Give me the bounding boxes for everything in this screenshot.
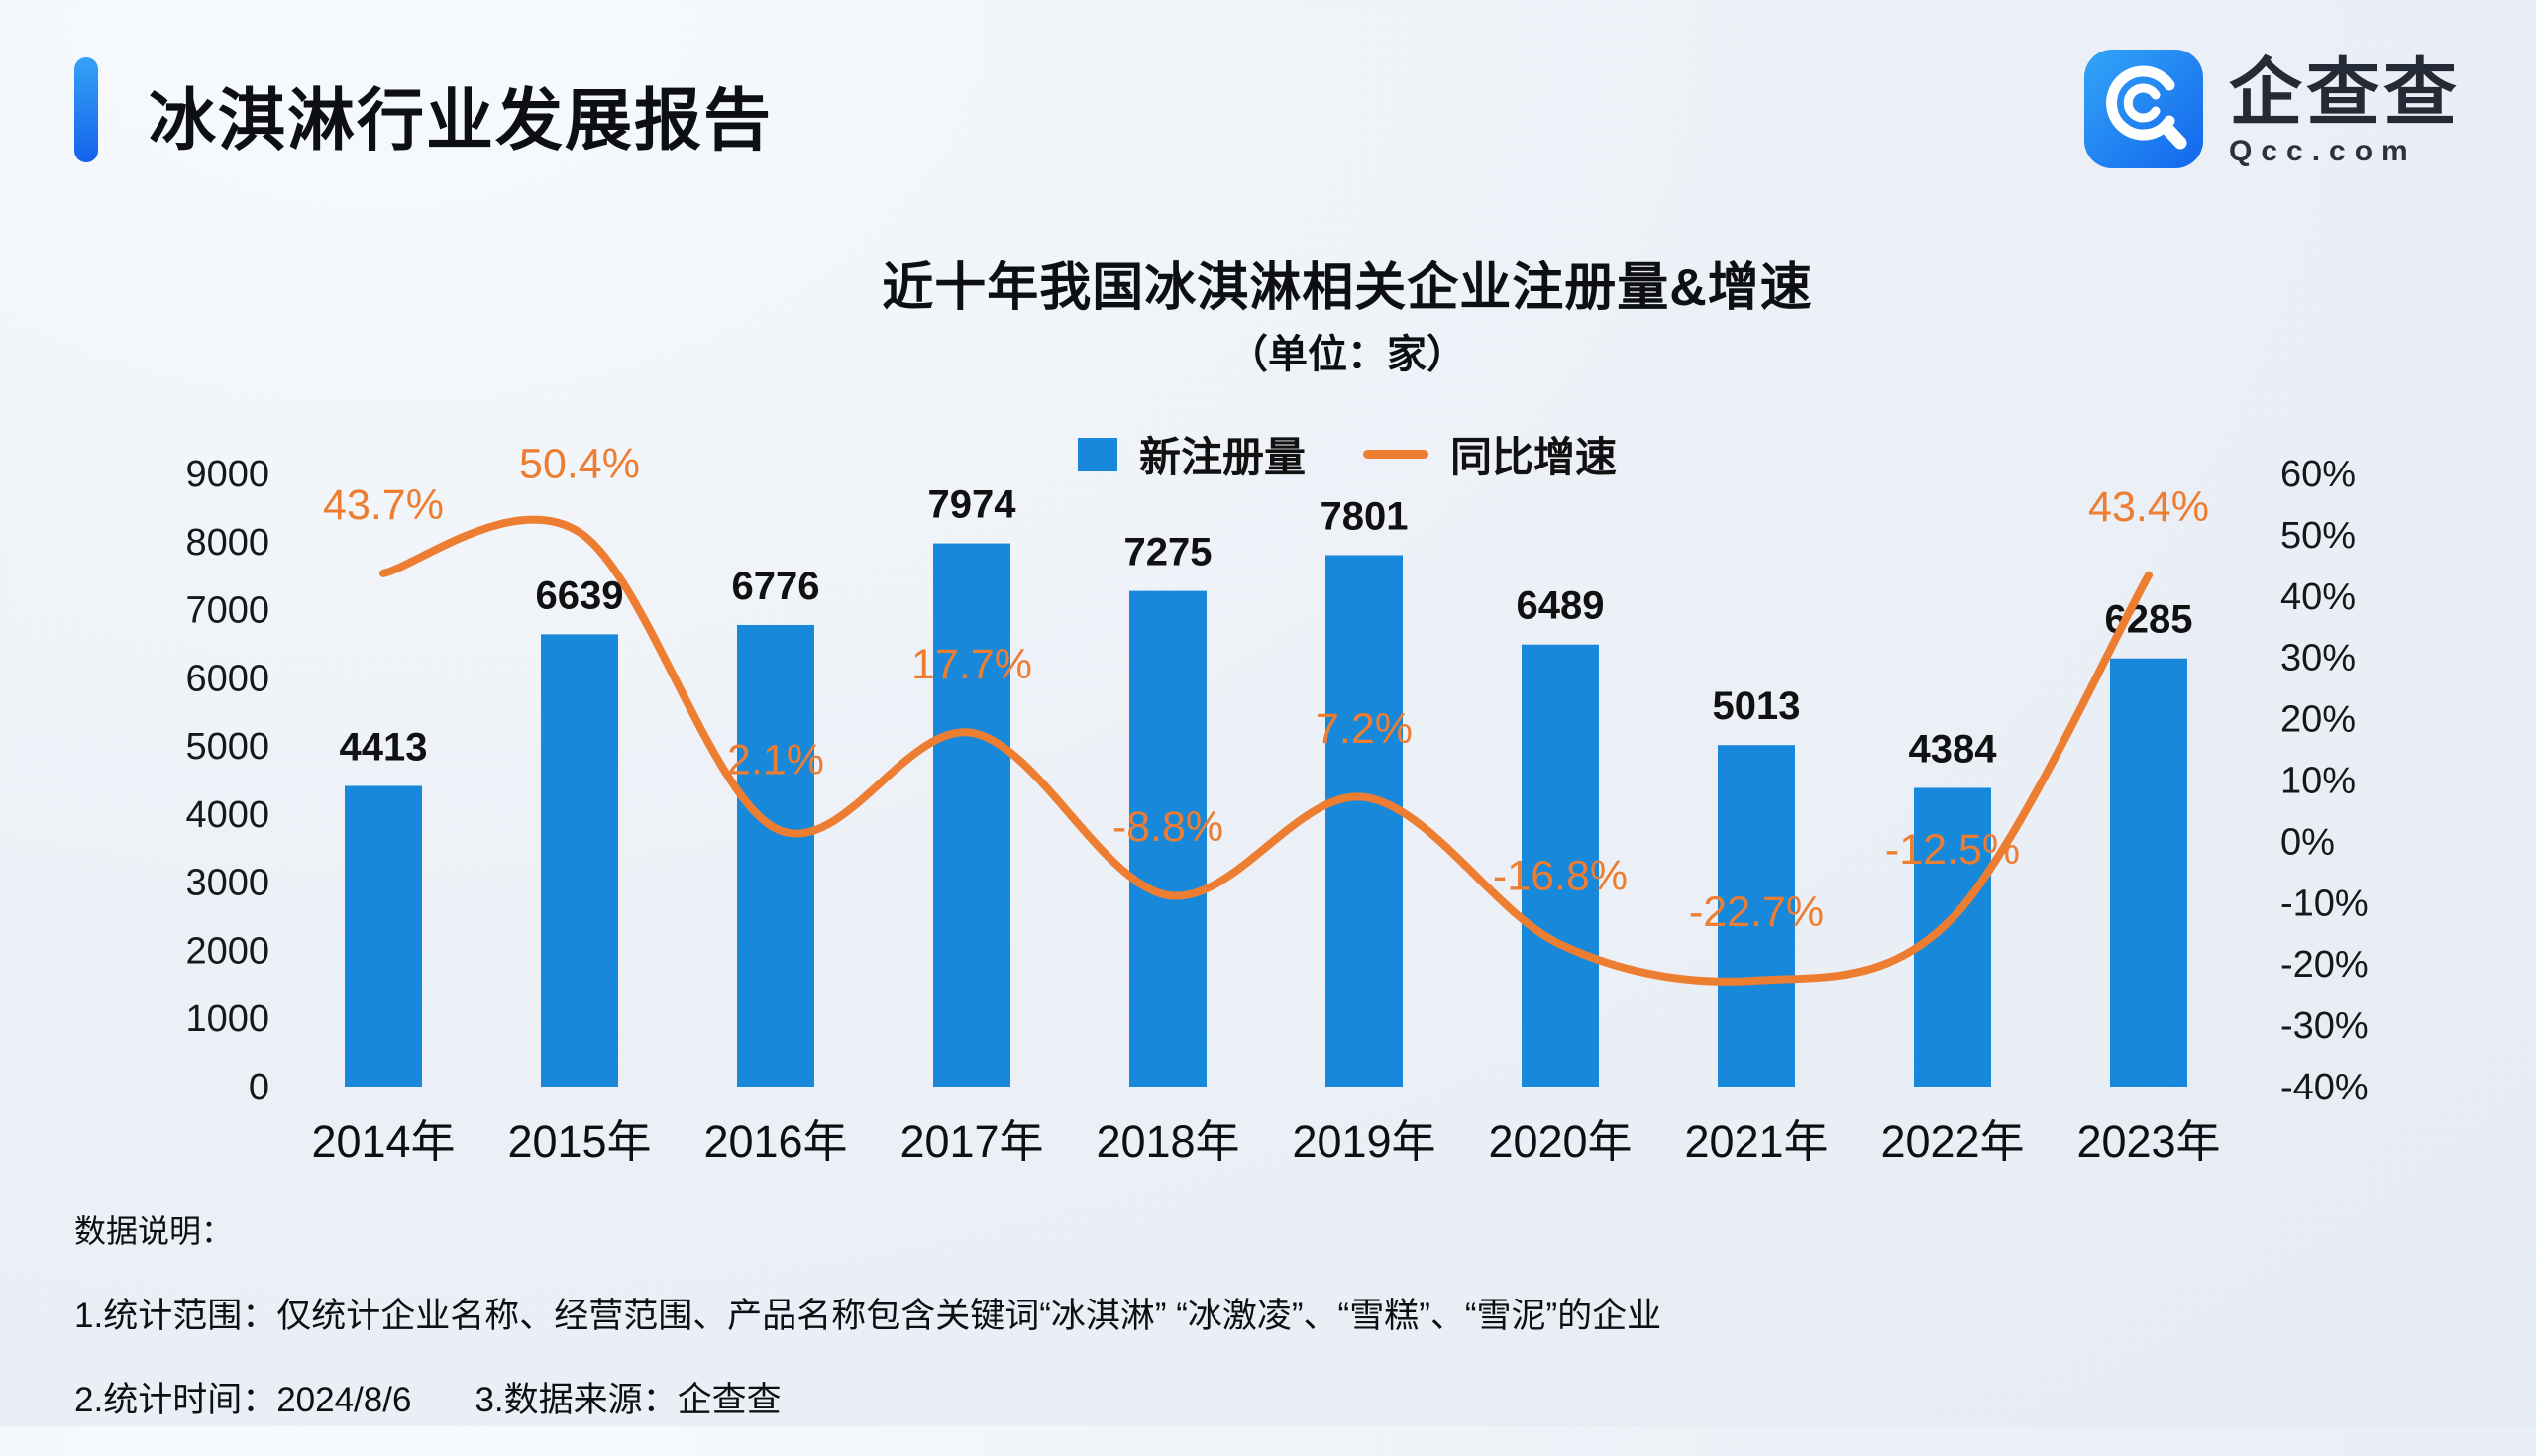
x-axis-label: 2018年 [1096, 1116, 1239, 1167]
bar-value-label: 5013 [1713, 684, 1801, 728]
registration-growth-chart: 9000 8000 7000 6000 5000 4000 3000 2000 1000 0 60%… [185, 440, 2369, 1167]
right-axis-tick-label: 40% [2280, 576, 2356, 618]
chart-subtitle: （单位：家） [1228, 333, 1466, 376]
bar-value-label: 6776 [732, 565, 820, 608]
right-axis-tick-label: -20% [2280, 944, 2369, 986]
x-axis-label: 2019年 [1292, 1116, 1435, 1167]
x-axis-label: 2023年 [2076, 1116, 2220, 1167]
right-axis-tick-label: 60% [2280, 454, 2356, 495]
bar-value-label: 7974 [928, 483, 1017, 527]
left-axis-tick-label: 8000 [185, 522, 269, 564]
notes-time-source: 2.统计时间：2024/8/6 3.数据来源：企查查 [74, 1372, 1661, 1422]
notes-source: 3.数据来源：企查查 [475, 1381, 782, 1419]
bar [541, 634, 618, 1087]
bar [933, 543, 1010, 1087]
bar [1718, 745, 1795, 1087]
left-axis-tick-label: 0 [249, 1067, 269, 1108]
growth-rate-label: 2.1% [727, 736, 824, 783]
bar [2110, 658, 2187, 1087]
brand-logo: 企查查 Qcc.com [2082, 48, 2461, 175]
right-axis-tick-label: 0% [2280, 821, 2335, 863]
right-axis-tick-label: -30% [2280, 1005, 2369, 1047]
legend-line-label: 同比增速 [1450, 434, 1618, 480]
bar [1522, 644, 1599, 1087]
bar-value-label: 6639 [536, 573, 624, 617]
brand-name: 企查查 [2229, 51, 2461, 134]
bar-value-label: 4384 [1909, 727, 1998, 771]
right-axis-tick-label: 50% [2280, 515, 2356, 557]
chart-legend: 新注册量 同比增速 [158, 424, 2536, 484]
right-axis-tick-label: -40% [2280, 1067, 2369, 1108]
growth-rate-label: -12.5% [1885, 826, 2020, 874]
right-axis-tick-label: 20% [2280, 699, 2356, 741]
right-axis-tick-label: 30% [2280, 638, 2356, 679]
left-axis-tick-label: 7000 [185, 590, 269, 632]
bar-value-label: 4413 [340, 725, 428, 769]
notes-time: 2.统计时间：2024/8/6 [74, 1381, 412, 1419]
notes-heading: 数据说明： [74, 1213, 234, 1249]
x-axis-label: 2014年 [311, 1116, 455, 1167]
growth-line [379, 515, 2153, 986]
growth-rate-label: 7.2% [1316, 705, 1413, 753]
growth-rate-label: 50.4% [519, 440, 640, 487]
right-axis-tick-label: 10% [2280, 761, 2356, 802]
left-axis-tick-label: 6000 [185, 658, 269, 699]
legend-line-swatch [1363, 450, 1428, 459]
left-axis-tick-label: 2000 [185, 930, 269, 972]
x-axis-label: 2017年 [899, 1116, 1043, 1167]
bar [737, 624, 814, 1087]
left-axis-tick-label: 5000 [185, 726, 269, 768]
x-axis-label: 2021年 [1684, 1116, 1828, 1167]
legend-bar-label: 新注册量 [1138, 434, 1306, 480]
growth-rate-label: 43.4% [2088, 483, 2209, 531]
bar [345, 785, 422, 1087]
growth-rate-label: -22.7% [1689, 888, 1824, 936]
left-axis-tick-label: 4000 [185, 794, 269, 836]
bar [1325, 555, 1403, 1087]
x-axis-label: 2015年 [507, 1116, 651, 1167]
title-accent-bar [74, 57, 98, 162]
qcc-logo-icon [2082, 48, 2205, 175]
page-title: 冰淇淋行业发展报告 [149, 83, 774, 158]
growth-rate-label: -16.8% [1493, 852, 1628, 899]
left-axis-tick-label: 1000 [185, 998, 269, 1040]
growth-rate-label: 17.7% [911, 641, 1032, 688]
x-axis-label: 2020年 [1488, 1116, 1632, 1167]
bar-value-label: 6489 [1517, 584, 1605, 628]
right-axis-tick-label: -10% [2280, 883, 2369, 924]
bar [1129, 590, 1207, 1087]
left-axis-tick-label: 3000 [185, 863, 269, 904]
growth-rate-label: 43.7% [323, 481, 444, 529]
bar-value-label: 7801 [1321, 494, 1409, 538]
x-axis-label: 2016年 [703, 1116, 847, 1167]
brand-domain: Qcc.com [2229, 135, 2417, 168]
bar-value-label: 7275 [1124, 531, 1213, 574]
data-notes: 数据说明： 1.统计范围：仅统计企业名称、经营范围、产品名称包含关键词“冰淇淋”… [74, 1206, 1661, 1456]
x-axis-label: 2022年 [1880, 1116, 2024, 1167]
growth-rate-label: -8.8% [1112, 803, 1223, 851]
legend-bar-swatch [1077, 437, 1117, 471]
notes-scope: 1.统计范围：仅统计企业名称、经营范围、产品名称包含关键词“冰淇淋” “冰激凌”… [74, 1297, 1662, 1335]
chart-title: 近十年我国冰淇淋相关企业注册量&增速 [882, 260, 1813, 317]
left-axis-tick-label: 9000 [185, 454, 269, 495]
